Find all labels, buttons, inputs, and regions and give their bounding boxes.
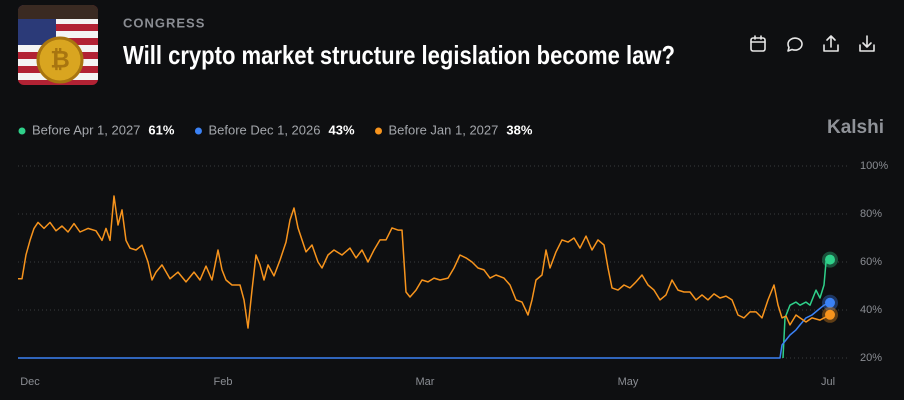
thumbnail: ₿ — [18, 5, 98, 85]
series-line — [18, 302, 831, 359]
y-tick-label: 100% — [860, 160, 888, 172]
end-point — [825, 297, 835, 308]
legend-label: Before Apr 1, 2027 — [32, 122, 140, 137]
category: CONGRESS — [123, 15, 205, 30]
svg-text:₿: ₿ — [50, 46, 70, 73]
y-tick-label: 80% — [860, 208, 882, 220]
legend-value: 43% — [328, 122, 354, 137]
series-line — [782, 258, 831, 359]
x-tick-label: May — [618, 376, 639, 388]
legend-value: 61% — [148, 122, 174, 137]
x-tick-label: Feb — [214, 376, 233, 388]
x-tick-label: Jul — [821, 376, 835, 388]
share-button[interactable] — [823, 35, 839, 52]
end-point — [825, 254, 835, 265]
calendar-button[interactable] — [750, 35, 766, 52]
page-title: Will crypto market structure legislation… — [123, 40, 675, 70]
legend-value: 38% — [506, 122, 532, 137]
y-tick-label: 40% — [860, 304, 882, 316]
legend-label: Before Jan 1, 2027 — [389, 122, 499, 137]
legend-label: Before Dec 1, 2026 — [208, 122, 320, 137]
legend-dot — [194, 127, 202, 135]
legend-dot — [375, 127, 383, 135]
y-tick-label: 60% — [860, 256, 882, 268]
comment-button[interactable] — [787, 37, 803, 52]
plot: 100% 80% 60% 40% 20% Dec Feb Mar May Jul — [18, 160, 888, 388]
x-tick-label: Mar — [416, 376, 435, 388]
download-button[interactable] — [859, 35, 875, 52]
x-tick-label: Dec — [20, 376, 40, 388]
legend: Before Apr 1, 2027 61% Before Dec 1, 2026 4… — [18, 122, 533, 137]
y-tick-label: 20% — [860, 352, 882, 364]
legend-dot — [18, 127, 26, 135]
brand: Kalshi — [827, 117, 884, 138]
series-line — [18, 195, 831, 329]
end-point — [825, 309, 835, 320]
